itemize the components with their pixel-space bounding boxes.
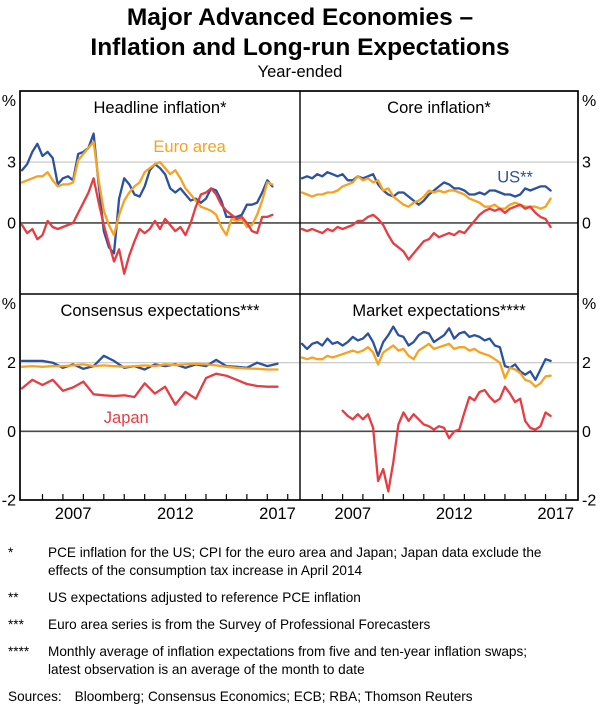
footnote-4-marker: **** <box>8 644 30 659</box>
footnotes: * PCE inflation for the US; CPI for the … <box>8 544 592 704</box>
series-line-us <box>20 132 274 255</box>
sources-text: Bloomberg; Consensus Economics; ECB; RBA… <box>74 689 473 704</box>
panel-consensus-expectations: 2 0 -2% Consensus expectations*** Japan 2007 2… <box>2 296 300 523</box>
panel-headline-inflation: 3 0% Headline inflation* Euro area <box>2 93 300 275</box>
footnote-2: ** US expectations adjusted to reference… <box>8 589 592 607</box>
series-label-us: US** <box>497 168 533 186</box>
x-tick-label: 2012 <box>436 505 473 523</box>
footnote-1: * PCE inflation for the US; CPI for the … <box>8 544 592 580</box>
series-line-euro-area <box>20 140 274 237</box>
footnote-3-marker: *** <box>8 617 24 632</box>
title-line-2: Inflation and Long-run Expectations <box>90 34 510 61</box>
y-tick-label: 2 <box>582 355 591 372</box>
series-line-euro-area <box>20 362 279 371</box>
percent-label: % <box>2 93 16 110</box>
panel-title: Market expectations**** <box>352 302 526 320</box>
x-tick-label: 2017 <box>259 505 296 523</box>
footnote-4: **** Monthly average of inflation expect… <box>8 643 592 679</box>
series-line-us <box>300 325 552 381</box>
series-line-japan <box>341 385 552 493</box>
series-line-euro-area <box>300 175 552 210</box>
footnote-3: *** Euro area series is from the Survey … <box>8 616 592 634</box>
x-tick-label: 2017 <box>537 505 574 523</box>
y-tick-label: 0 <box>7 215 16 232</box>
y-tick-label: -2 <box>582 493 596 510</box>
y-tick-label: 0 <box>582 424 591 441</box>
y-tick-label: 0 <box>582 215 591 232</box>
y-tick-label: -2 <box>2 493 16 510</box>
x-tick-label: 2007 <box>334 505 371 523</box>
y-tick-label: 3 <box>582 155 591 172</box>
footnote-2-text: US expectations adjusted to reference PC… <box>48 590 361 605</box>
sources-label: Sources: <box>8 689 62 704</box>
chart-canvas: 3 0% Headline inflation* Euro area 3 0% Core i… <box>2 90 596 523</box>
percent-label: % <box>582 93 596 110</box>
series-line-us <box>300 171 552 206</box>
footnote-1-marker: * <box>8 545 14 560</box>
series-line-euro-area <box>300 342 552 388</box>
series-label-japan: Japan <box>104 409 149 427</box>
panel-title: Headline inflation* <box>93 99 227 117</box>
panel-core-inflation: 3 0% Core inflation* US** <box>300 93 596 261</box>
percent-label: % <box>2 296 16 313</box>
x-tick-label: 2012 <box>157 505 194 523</box>
footnote-2-marker: ** <box>8 590 19 605</box>
y-tick-label: 0 <box>7 424 16 441</box>
percent-label: % <box>582 296 596 313</box>
series-line-japan <box>20 372 279 406</box>
title-line-1: Major Advanced Economies – <box>126 4 474 31</box>
series-line-japan <box>20 177 274 275</box>
panel-title: Core inflation* <box>387 99 491 117</box>
chart-subtitle: Year-ended <box>257 63 343 81</box>
footnote-4-text: Monthly average of inflation expectation… <box>48 644 528 677</box>
panel-market-expectations: 2 0 -2% Market expectations**** 2007 2012 2017 <box>300 296 596 523</box>
sources-line: Sources: Bloomberg; Consensus Economics; … <box>8 688 592 704</box>
page-title: Major Advanced Economies – Inflation and… <box>0 3 600 63</box>
footnote-3-text: Euro area series is from the Survey of P… <box>48 617 431 632</box>
panel-title: Consensus expectations*** <box>60 302 260 320</box>
y-tick-label: 3 <box>7 155 16 172</box>
series-label-euro-area: Euro area <box>153 138 226 156</box>
chart-frame <box>19 90 579 501</box>
series-line-japan <box>300 203 552 261</box>
x-tick-label: 2007 <box>55 505 92 523</box>
y-tick-label: 2 <box>7 355 16 372</box>
footnote-1-text: PCE inflation for the US; CPI for the eu… <box>48 545 542 578</box>
